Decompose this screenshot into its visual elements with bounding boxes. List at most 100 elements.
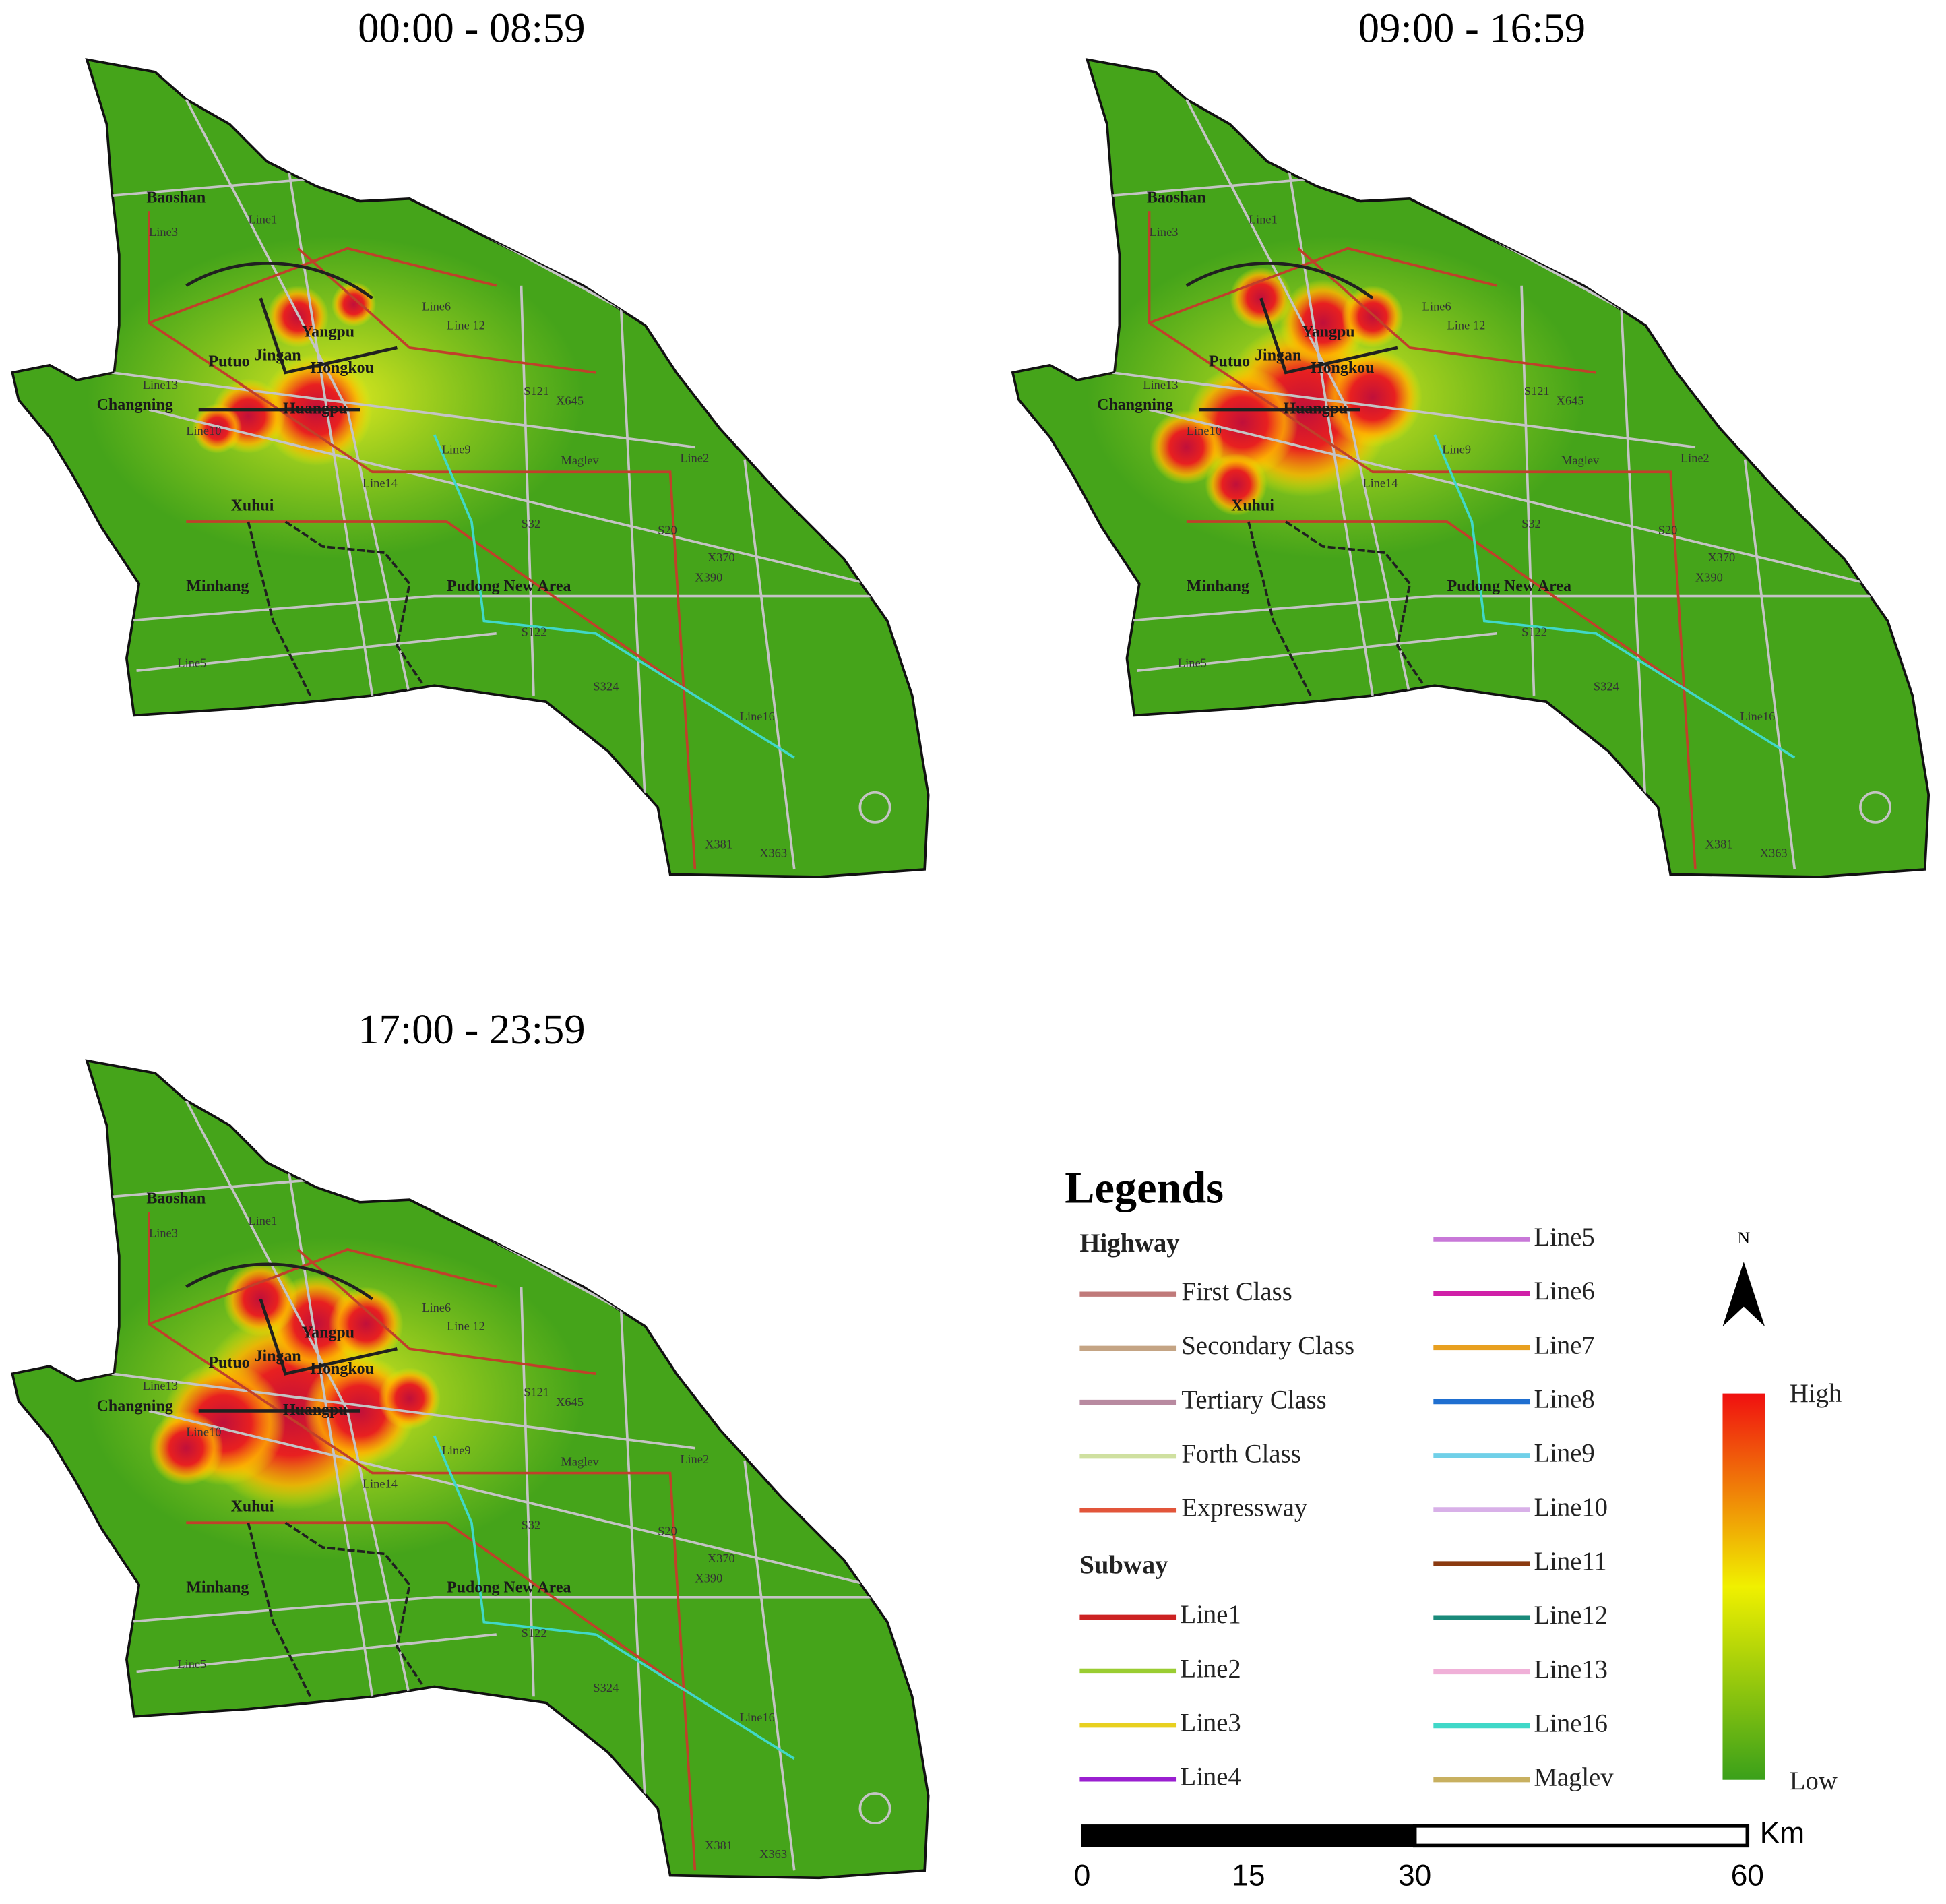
scale-bar-segment bbox=[1412, 1824, 1750, 1848]
legend-label: Line10 bbox=[1534, 1494, 1608, 1522]
district-label: Xuhui bbox=[231, 1498, 274, 1516]
route-label: Line1 bbox=[1249, 213, 1278, 226]
route-label: X370 bbox=[1707, 551, 1735, 564]
legend-label: Line2 bbox=[1181, 1655, 1241, 1683]
heat-spot bbox=[149, 1411, 224, 1485]
scale-tick-label: 60 bbox=[1731, 1859, 1764, 1892]
route-label: X645 bbox=[556, 394, 584, 408]
route-label: Line 12 bbox=[447, 1320, 485, 1333]
route-label: Line5 bbox=[1178, 656, 1207, 670]
route-label: Line13 bbox=[1143, 378, 1178, 392]
district-label: Changning bbox=[97, 396, 173, 414]
heat-spot bbox=[331, 282, 377, 327]
district-label: Huangpu bbox=[1283, 400, 1348, 418]
route-label: Line10 bbox=[186, 424, 221, 437]
legend-label: Line13 bbox=[1534, 1655, 1608, 1684]
legend-label: Secondary Class bbox=[1181, 1332, 1354, 1360]
district-label: Huangpu bbox=[283, 400, 348, 418]
legend: Legends Highway Subway N High Low First … bbox=[1065, 1163, 1842, 1892]
route-label: Line14 bbox=[363, 1477, 398, 1491]
legend-label: Line9 bbox=[1534, 1440, 1595, 1468]
legend-section-title: Highway bbox=[1079, 1229, 1179, 1258]
district-label: Xuhui bbox=[231, 497, 274, 514]
district-label: Minhang bbox=[186, 1578, 249, 1596]
legend-label: Tertiary Class bbox=[1181, 1386, 1326, 1414]
district-label: Changning bbox=[1097, 396, 1173, 414]
district-label: Yangpu bbox=[302, 1324, 354, 1342]
density-high: High bbox=[1790, 1380, 1842, 1408]
route-label: Maglev bbox=[561, 454, 600, 467]
route-label: Line10 bbox=[1187, 424, 1222, 437]
district-label: Hongkou bbox=[310, 1360, 373, 1378]
legend-title: Legends bbox=[1065, 1163, 1224, 1212]
route-label: S121 bbox=[1524, 384, 1550, 398]
route-label: S121 bbox=[524, 1385, 549, 1399]
route-label: S32 bbox=[522, 517, 541, 530]
route-label: S20 bbox=[658, 1525, 677, 1538]
district-label: Minhang bbox=[1187, 578, 1249, 595]
panel-title: 17:00 - 23:59 bbox=[358, 1006, 585, 1053]
route-label: Line6 bbox=[1422, 300, 1451, 313]
route-label: S122 bbox=[522, 1626, 547, 1640]
route-label: X370 bbox=[708, 551, 735, 564]
route-label: S20 bbox=[1658, 523, 1678, 536]
route-label: S121 bbox=[524, 384, 549, 398]
route-label: Line6 bbox=[422, 300, 451, 313]
route-label: Line2 bbox=[1681, 452, 1709, 465]
district-label: Yangpu bbox=[302, 323, 354, 340]
legend-label: Line11 bbox=[1534, 1547, 1607, 1576]
district-label: Pudong New Area bbox=[447, 578, 571, 595]
panel-title: 09:00 - 16:59 bbox=[1358, 5, 1586, 52]
north-arrow bbox=[1722, 1262, 1765, 1327]
legend-label: Line7 bbox=[1534, 1331, 1595, 1359]
panel-title: 00:00 - 08:59 bbox=[358, 5, 585, 52]
route-label: S20 bbox=[658, 523, 677, 536]
route-label: Maglev bbox=[1561, 454, 1600, 467]
district-label: Pudong New Area bbox=[447, 1578, 571, 1596]
route-label: Line9 bbox=[442, 1444, 471, 1457]
route-label: X363 bbox=[1760, 847, 1788, 860]
route-label: X370 bbox=[708, 1552, 735, 1565]
legend-label: First Class bbox=[1181, 1278, 1292, 1306]
district-label: Baoshan bbox=[146, 189, 206, 206]
legend-label: Line4 bbox=[1181, 1763, 1241, 1791]
legend-label: Line8 bbox=[1534, 1385, 1595, 1413]
route-label: X645 bbox=[556, 1395, 584, 1409]
route-label: X381 bbox=[1705, 838, 1733, 851]
legend-label: Line12 bbox=[1534, 1601, 1608, 1630]
route-label: Line14 bbox=[363, 476, 398, 489]
legend-label: Forth Class bbox=[1181, 1440, 1300, 1469]
heat-spot bbox=[1323, 347, 1422, 448]
district-label: Jingan bbox=[255, 346, 301, 364]
route-label: X363 bbox=[759, 847, 787, 860]
route-label: Line1 bbox=[248, 1214, 277, 1227]
legend-label: Line3 bbox=[1181, 1709, 1241, 1738]
route-label: X363 bbox=[759, 1847, 787, 1861]
route-label: S324 bbox=[593, 1681, 619, 1694]
route-label: X390 bbox=[695, 1572, 722, 1585]
district-label: Xuhui bbox=[1231, 497, 1274, 514]
district-label: Putuo bbox=[1209, 353, 1250, 371]
district-label: Jingan bbox=[1255, 346, 1301, 364]
legend-label: Expressway bbox=[1181, 1494, 1307, 1523]
heat-spot bbox=[378, 1367, 441, 1430]
legend-label: Line5 bbox=[1534, 1223, 1595, 1252]
route-label: Line16 bbox=[740, 710, 775, 723]
route-label: Line3 bbox=[149, 225, 178, 239]
map-panel: 00:00 - 08:59 Baoshan Yangpu Putuo Jingan Hon… bbox=[11, 5, 930, 878]
density-ramp bbox=[1722, 1393, 1765, 1780]
route-label: Line10 bbox=[186, 1425, 221, 1438]
route-label: S32 bbox=[522, 1518, 541, 1531]
map-content bbox=[1075, 99, 1906, 869]
route-label: Line14 bbox=[1362, 476, 1398, 489]
route-label: Line2 bbox=[680, 1452, 709, 1466]
route-label: X381 bbox=[705, 1839, 732, 1852]
route-label: Line 12 bbox=[1447, 318, 1486, 332]
route-label: X381 bbox=[705, 838, 732, 851]
route-label: Line16 bbox=[1740, 710, 1775, 723]
route-label: X390 bbox=[1695, 570, 1723, 584]
route-label: Line5 bbox=[177, 1657, 206, 1671]
route-label: Line9 bbox=[442, 443, 471, 456]
